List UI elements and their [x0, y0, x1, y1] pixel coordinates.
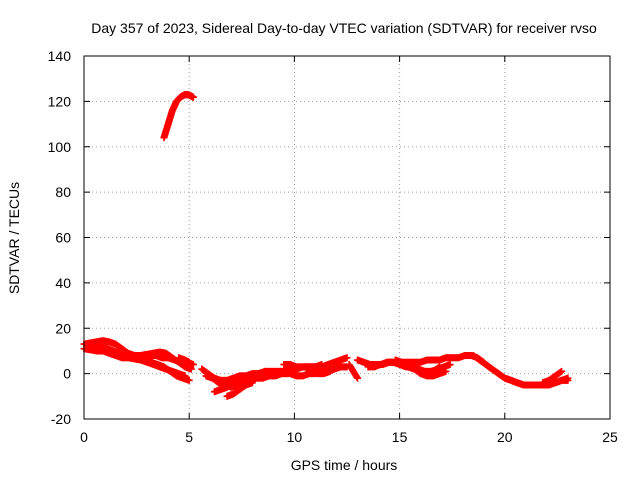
- data-point: [185, 358, 193, 366]
- x-tick-label: 5: [185, 429, 193, 445]
- y-tick-label: -20: [51, 411, 71, 427]
- data-point: [248, 379, 256, 387]
- x-tick-label: 0: [80, 429, 88, 445]
- y-tick-label: 120: [48, 93, 72, 109]
- x-tick-label: 25: [602, 429, 618, 445]
- axis-ticks: 0 5 10 15 20 25 -20 0 20 40 60 80 100 120 140: [48, 48, 618, 445]
- y-tick-label: 20: [55, 320, 71, 336]
- x-tick-label: 10: [287, 429, 303, 445]
- data-point: [326, 367, 334, 375]
- y-tick-label: 100: [48, 139, 72, 155]
- y-tick-label: 60: [55, 230, 71, 246]
- x-axis-label: GPS time / hours: [291, 457, 398, 473]
- grid: [84, 56, 610, 419]
- data-point: [436, 363, 444, 371]
- data-point: [189, 361, 197, 369]
- data-point: [354, 374, 362, 382]
- data-point: [189, 93, 197, 101]
- data-point: [558, 367, 566, 375]
- y-tick-label: 80: [55, 184, 71, 200]
- data-point: [446, 361, 454, 369]
- data-point: [564, 374, 572, 382]
- data-point: [185, 376, 193, 384]
- data-points: [80, 91, 572, 400]
- x-tick-label: 20: [497, 429, 513, 445]
- y-tick-label: 0: [63, 366, 71, 382]
- y-tick-label: 140: [48, 48, 72, 64]
- x-tick-label: 15: [392, 429, 408, 445]
- y-tick-label: 40: [55, 275, 71, 291]
- y-axis-label: SDTVAR / TECUs: [6, 182, 22, 294]
- chart-title: Day 357 of 2023, Sidereal Day-to-day VTE…: [91, 20, 597, 36]
- data-point: [442, 367, 450, 375]
- data-point: [343, 354, 351, 362]
- data-point: [248, 372, 256, 380]
